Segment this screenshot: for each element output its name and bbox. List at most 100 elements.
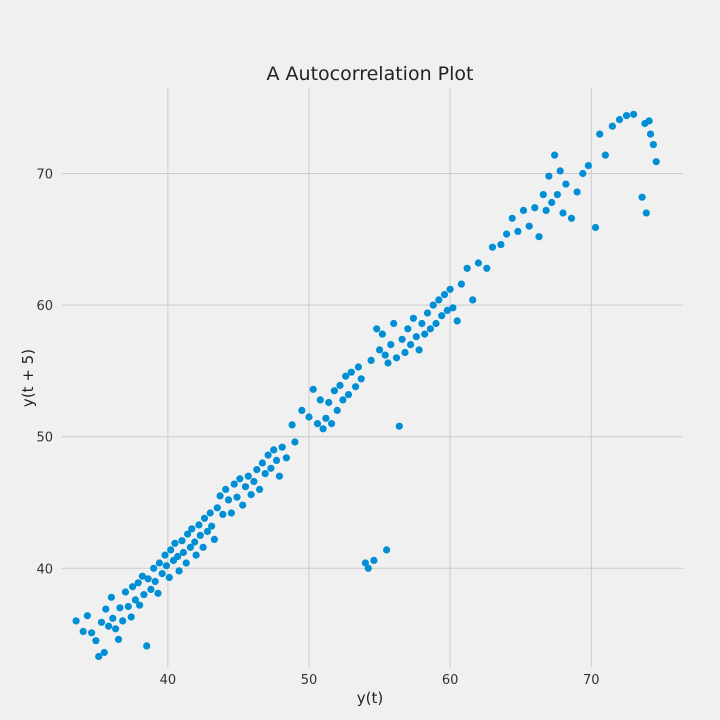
scatter-point (253, 466, 261, 474)
scatter-point (230, 480, 238, 488)
scatter-point (162, 562, 170, 570)
scatter-point (336, 381, 344, 389)
y-tick-labels: 40 50 60 70 (36, 168, 53, 578)
scatter-point (539, 191, 547, 199)
scatter-point (432, 319, 440, 328)
scatter-point (319, 425, 327, 433)
scatter-point (376, 346, 384, 354)
scatter-point (208, 522, 216, 530)
scatter-point (161, 551, 169, 559)
x-tick-label: 40 (160, 673, 177, 688)
scatter-point (270, 446, 278, 454)
scatter-point (608, 122, 617, 130)
scatter-point (155, 559, 163, 567)
scatter-point (272, 456, 281, 464)
scatter-point (551, 151, 559, 159)
scatter-point (638, 193, 646, 201)
scatter-point (288, 421, 296, 429)
scatter-point (556, 167, 564, 175)
scatter-point (140, 591, 148, 599)
scatter-point (646, 130, 655, 138)
scatter-point (409, 314, 417, 322)
scatter-point (440, 291, 449, 299)
scatter-point (116, 604, 124, 612)
scatter-point (203, 527, 211, 536)
scatter-point (573, 188, 581, 196)
scatter-point (347, 368, 355, 376)
scatter-point (370, 556, 378, 565)
scatter-point (418, 319, 426, 328)
scatter-point (236, 475, 244, 483)
scatter-point (129, 583, 137, 591)
scatter-point (72, 617, 80, 625)
scatter-point (188, 525, 196, 533)
scatter-point (601, 151, 610, 159)
scatter-point (165, 573, 173, 582)
scatter-point (112, 625, 120, 633)
scatter-point (134, 579, 142, 587)
x-gridlines (167, 88, 592, 667)
scatter-point (244, 472, 252, 480)
scatter-point (354, 363, 362, 371)
x-axis-label: y(t) (357, 689, 383, 707)
scatter-point (378, 330, 386, 338)
scatter-point (147, 585, 155, 594)
scatter-point (392, 354, 401, 362)
scatter-point (154, 589, 162, 597)
scatter-point (264, 451, 272, 459)
scatter-point (404, 325, 412, 333)
scatter-point (227, 509, 235, 517)
scatter-point (107, 593, 115, 601)
scatter-point (102, 605, 110, 613)
scatter-point (192, 551, 200, 559)
scatter-point (291, 438, 299, 446)
scatter-point (241, 483, 250, 491)
scatter-point (622, 112, 631, 120)
scatter-point (407, 341, 415, 349)
scatter-point (426, 325, 434, 333)
scatter-point (224, 496, 233, 504)
scatter-point (525, 222, 533, 230)
scatter-point (158, 570, 166, 578)
scatter-point (401, 348, 409, 357)
scatter-point (615, 116, 624, 124)
scatter-point (384, 359, 392, 367)
scatter-point (652, 158, 660, 166)
scatter-point (562, 180, 570, 188)
scatter-point (178, 537, 186, 545)
scatter-point (364, 564, 372, 572)
scatter-point (423, 309, 432, 317)
scatter-point (474, 259, 482, 267)
y-tick-label: 70 (36, 168, 53, 183)
scatter-point (519, 206, 528, 214)
scatter-point (383, 546, 391, 554)
scatter-point (267, 464, 275, 472)
scatter-point (548, 198, 556, 207)
scatter-point (258, 459, 266, 467)
scatter-point (88, 629, 96, 637)
scatter-point (344, 391, 353, 399)
scatter-point (100, 648, 108, 657)
scatter-point (328, 420, 336, 428)
scatter-point (542, 206, 550, 214)
scatter-point (184, 530, 192, 538)
scatter-point (559, 209, 567, 217)
scatter-point (121, 588, 130, 596)
scatter-point (109, 614, 117, 622)
scatter-point (83, 612, 91, 620)
scatter-point (322, 414, 330, 422)
scatter-point (298, 406, 306, 414)
scatter-point (443, 306, 451, 314)
scatter-point (316, 396, 324, 404)
scatter-point (508, 214, 516, 222)
scatter-point (579, 169, 587, 178)
scatter-point (138, 572, 146, 580)
scatter-point (342, 372, 350, 380)
scatter-point (553, 191, 562, 199)
scatter-point (642, 209, 650, 217)
scatter-point (92, 637, 100, 645)
x-tick-label: 70 (583, 673, 600, 688)
scatter-point (127, 613, 135, 621)
scatter-point (390, 319, 398, 328)
scatter-point (567, 214, 576, 222)
